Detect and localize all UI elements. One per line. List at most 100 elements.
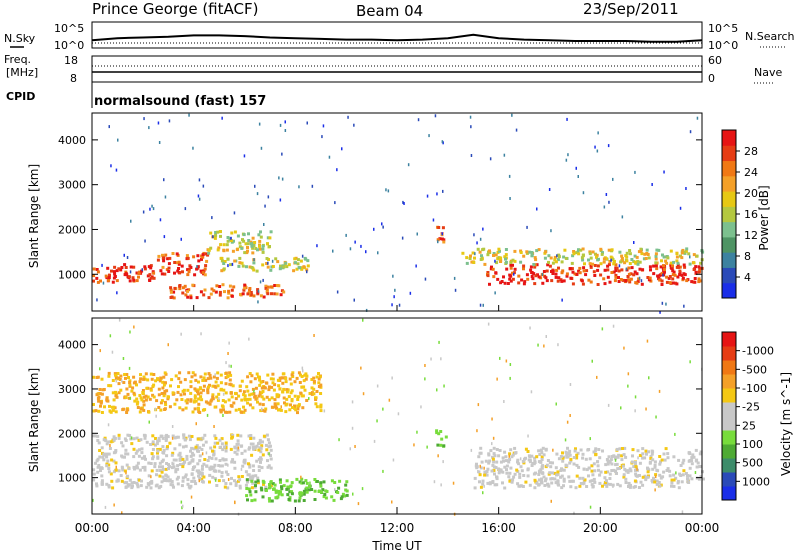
heatmap-cell <box>629 469 633 473</box>
heatmap-cell <box>128 379 132 383</box>
heatmap-cell <box>343 494 347 498</box>
heatmap-cell <box>569 457 573 461</box>
heatmap-cell <box>115 279 119 283</box>
heatmap-cell <box>598 473 602 477</box>
heatmap-cell <box>176 435 180 439</box>
heatmap-cell <box>180 484 184 488</box>
heatmap-cell <box>544 448 548 452</box>
heatmap-speckle <box>248 337 250 341</box>
heatmap-cell <box>620 257 624 260</box>
heatmap-cell <box>631 454 634 458</box>
heatmap-cell <box>236 479 240 483</box>
heatmap-cell <box>658 455 662 458</box>
heatmap-cell <box>149 264 153 268</box>
heatmap-cell <box>546 459 550 462</box>
heatmap-cell <box>509 279 513 283</box>
heatmap-cell <box>293 257 297 261</box>
heatmap-cell <box>198 476 202 480</box>
heatmap-cell <box>525 250 529 254</box>
heatmap-cell <box>585 468 589 472</box>
heatmap-cell <box>224 371 228 375</box>
heatmap-cell <box>654 252 658 256</box>
heatmap-speckle <box>633 241 635 244</box>
heatmap-cell <box>304 372 308 376</box>
heatmap-cell <box>151 448 155 451</box>
heatmap-speckle <box>99 367 101 371</box>
heatmap-speckle <box>437 240 439 244</box>
heatmap-cell <box>236 448 240 452</box>
heatmap-cell <box>251 236 255 240</box>
heatmap-cell <box>233 450 237 454</box>
heatmap-cell <box>181 462 185 466</box>
heatmap-cell <box>319 409 323 413</box>
heatmap-cell <box>513 472 517 476</box>
heatmap-cell <box>105 452 109 456</box>
heatmap-cell <box>310 378 314 381</box>
heatmap-cell <box>627 485 630 488</box>
heatmap-speckle <box>474 252 476 256</box>
heatmap-cell <box>481 248 485 252</box>
heatmap-cell <box>243 394 247 398</box>
heatmap-cell <box>224 391 228 395</box>
heatmap-cell <box>622 453 626 457</box>
heatmap-cell <box>540 481 544 485</box>
heatmap-cell <box>663 458 667 462</box>
heatmap-speckle <box>181 506 183 510</box>
heatmap-cell <box>239 434 243 438</box>
heatmap-cell <box>522 282 526 286</box>
heatmap-cell <box>250 479 254 483</box>
heatmap-cell <box>132 481 136 484</box>
heatmap-cell <box>142 408 146 412</box>
heatmap-cell <box>245 478 249 482</box>
heatmap-cell <box>646 475 650 479</box>
heatmap-cell <box>155 473 158 477</box>
heatmap-speckle <box>234 500 236 504</box>
heatmap-cell <box>246 498 249 502</box>
heatmap-cell <box>95 376 99 379</box>
heatmap-cell <box>178 287 182 291</box>
heatmap-cell <box>585 485 589 488</box>
heatmap-cell <box>589 265 593 269</box>
heatmap-speckle <box>430 357 432 361</box>
heatmap-cell <box>543 479 547 483</box>
heatmap-cell <box>561 451 564 455</box>
heatmap-cell <box>512 475 516 479</box>
heatmap-cell <box>260 395 264 399</box>
heatmap-cell <box>123 469 127 473</box>
heatmap-cell <box>113 272 117 276</box>
heatmap-speckle <box>569 414 571 417</box>
heatmap-cell <box>244 483 248 487</box>
x-ticks: 00:00 04:00 08:00 12:00 16:00 20:00 00:00 <box>75 305 719 535</box>
heatmap-cell <box>644 478 648 482</box>
heatmap-cell <box>561 456 565 460</box>
heatmap-cell <box>149 266 153 270</box>
heatmap-cell <box>167 395 170 399</box>
heatmap-cell <box>685 247 689 251</box>
heatmap-cell <box>217 464 221 467</box>
heatmap-cell <box>176 269 180 273</box>
heatmap-cell <box>229 239 233 243</box>
colorbar-tick-label: -25 <box>742 401 760 414</box>
heatmap-cell <box>588 250 592 254</box>
heatmap-cell <box>207 248 211 252</box>
heatmap-cell <box>259 450 263 454</box>
power-colorbar-label: Power [dB] <box>757 185 771 250</box>
heatmap-speckle <box>115 168 118 172</box>
heatmap-cell <box>550 270 553 273</box>
heatmap-cell <box>222 267 226 271</box>
heatmap-speckle <box>443 384 445 388</box>
heatmap-cell <box>492 252 496 255</box>
heatmap-cell <box>209 231 213 235</box>
heatmap-speckle <box>230 382 232 386</box>
heatmap-cell <box>606 482 610 486</box>
heatmap-cell <box>213 405 217 409</box>
heatmap-cell <box>666 456 670 460</box>
heatmap-speckle <box>373 439 376 443</box>
heatmap-cell <box>219 373 223 377</box>
heatmap-cell <box>267 497 271 501</box>
heatmap-cell <box>203 372 207 376</box>
heatmap-cell <box>123 437 127 441</box>
heatmap-speckle <box>603 205 606 209</box>
heatmap-cell <box>200 477 204 481</box>
heatmap-cell <box>178 371 182 375</box>
